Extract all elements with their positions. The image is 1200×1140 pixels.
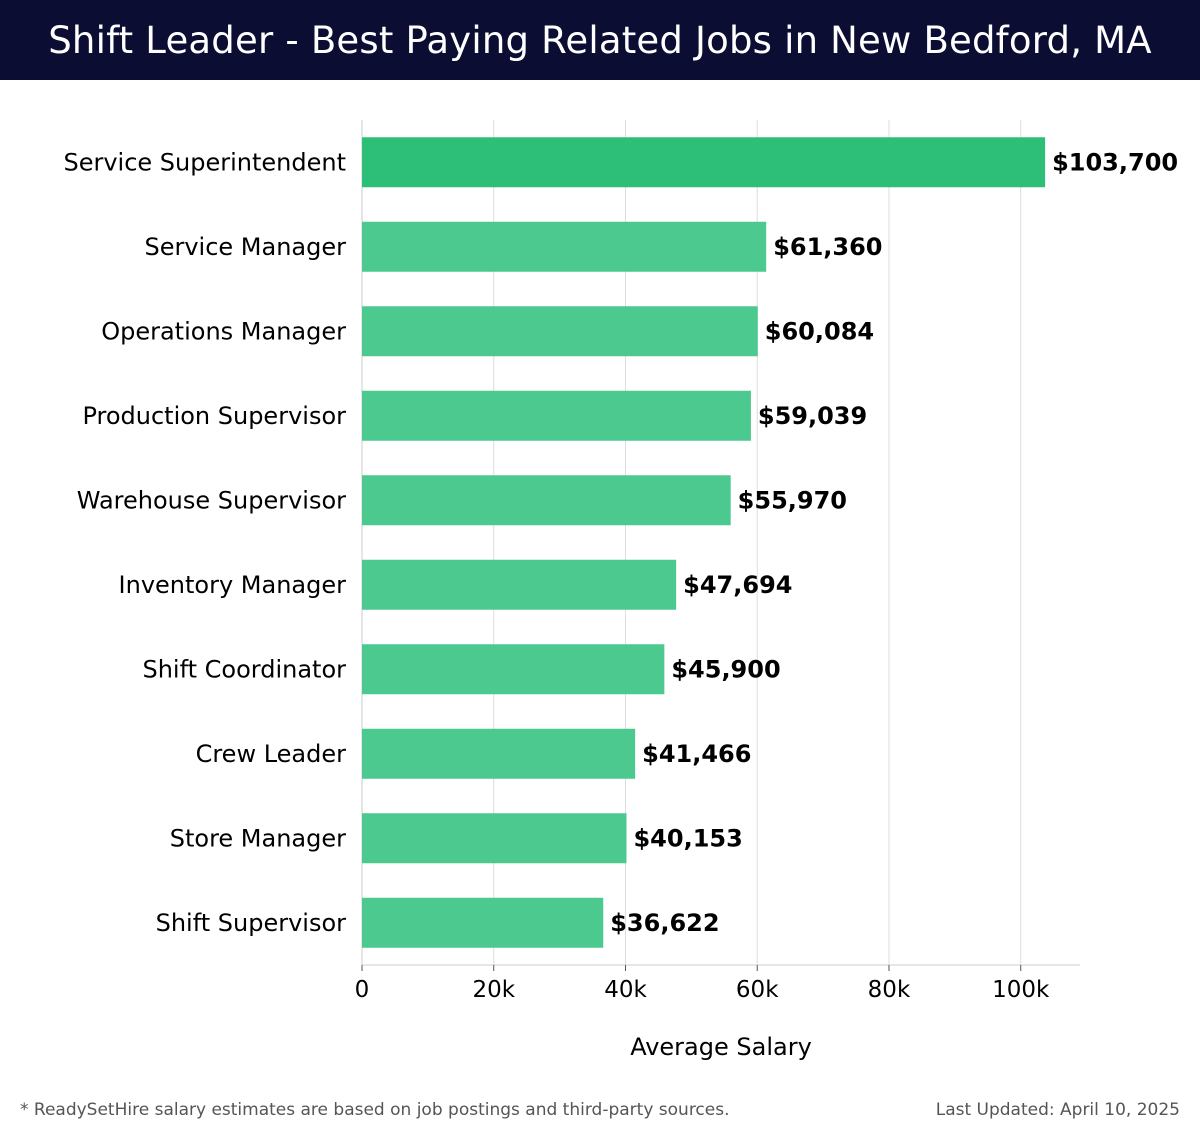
value-label: $60,084 bbox=[765, 317, 874, 345]
bar bbox=[362, 897, 604, 948]
bar bbox=[362, 475, 731, 526]
footer-note: * ReadySetHire salary estimates are base… bbox=[20, 1100, 730, 1120]
last-updated: Last Updated: April 10, 2025 bbox=[935, 1100, 1180, 1120]
bar bbox=[362, 644, 665, 695]
category-label: Store Manager bbox=[170, 824, 346, 852]
x-tick-label: 60k bbox=[736, 977, 779, 1003]
bar bbox=[362, 559, 677, 610]
x-tick-label: 20k bbox=[472, 977, 515, 1003]
category-label: Service Manager bbox=[144, 233, 346, 261]
value-label: $59,039 bbox=[758, 402, 867, 430]
category-label: Crew Leader bbox=[196, 740, 347, 768]
value-label: $36,622 bbox=[610, 909, 719, 937]
category-label: Operations Manager bbox=[101, 317, 346, 345]
bar bbox=[362, 221, 767, 272]
value-label: $103,700 bbox=[1052, 148, 1178, 176]
chart-header: Shift Leader - Best Paying Related Jobs … bbox=[0, 0, 1200, 80]
bar bbox=[362, 137, 1046, 188]
value-label: $61,360 bbox=[773, 233, 882, 261]
chart-title: Shift Leader - Best Paying Related Jobs … bbox=[48, 18, 1152, 62]
x-tick-label: 0 bbox=[355, 977, 370, 1003]
x-tick-label: 80k bbox=[868, 977, 911, 1003]
bar bbox=[362, 306, 758, 357]
x-axis-title: Average Salary bbox=[630, 1033, 812, 1061]
value-label: $45,900 bbox=[671, 655, 780, 683]
category-label: Shift Coordinator bbox=[142, 655, 346, 683]
bar bbox=[362, 728, 636, 779]
value-label: $55,970 bbox=[738, 486, 847, 514]
bar bbox=[362, 390, 751, 441]
x-tick-label: 100k bbox=[992, 977, 1050, 1003]
category-label: Production Supervisor bbox=[82, 402, 346, 430]
value-label: $40,153 bbox=[633, 824, 742, 852]
bar bbox=[362, 813, 627, 864]
bar-chart: Service Superintendent $103,700 Service Ma… bbox=[63, 120, 1178, 1061]
category-label: Inventory Manager bbox=[119, 571, 347, 599]
category-label: Shift Supervisor bbox=[156, 909, 347, 937]
value-label: $41,466 bbox=[642, 740, 751, 768]
x-tick-label: 40k bbox=[604, 977, 647, 1003]
value-label: $47,694 bbox=[683, 571, 792, 599]
category-label: Warehouse Supervisor bbox=[77, 486, 346, 514]
category-label: Service Superintendent bbox=[63, 148, 346, 176]
